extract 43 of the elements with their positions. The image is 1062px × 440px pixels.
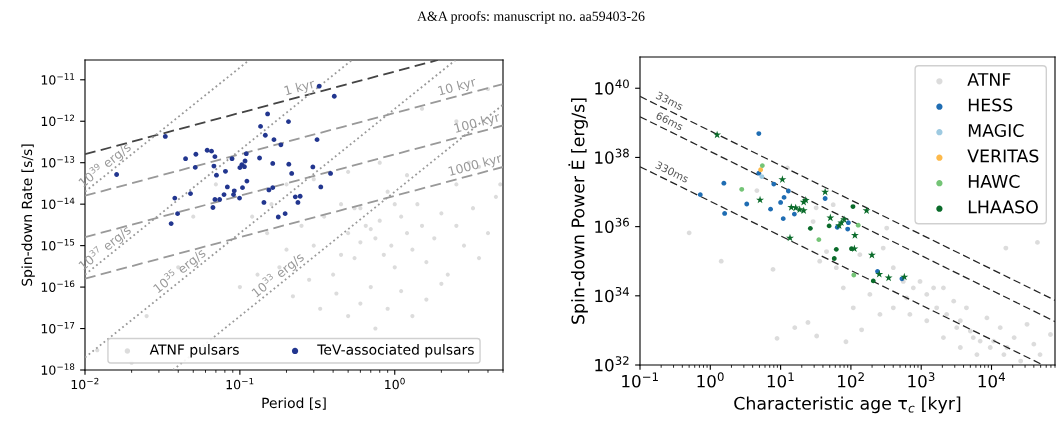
x-axis-title: Period [s] [262,397,326,410]
y-tick-label: 10$^{−16}$ [41,280,75,292]
y-tick-label: 10$^{−18}$ [41,363,75,375]
y-tick-label: 10$^{−11}$ [41,73,75,85]
x-tick-label: 10$^{−1}$ [622,372,658,388]
legend-label: ATNF pulsars [149,344,239,358]
y-tick-label: 10$^{−14}$ [41,197,75,209]
legend-label: TeV-associated pulsars [317,344,474,358]
annotation: 1 kyr [284,78,317,98]
annotation: 10$^{33}$ erg/s [249,250,307,300]
legend-label: HAWC [968,174,1020,188]
y-axis-title: Spin-down Power Ė [erg/s] [568,98,588,324]
y-tick-label: 10$^{38}$ [595,148,629,164]
annotation: 10$^{35}$ erg/s [151,246,208,296]
x-tick-label: 10$^{2}$ [838,372,864,388]
y-tick-label: 10$^{−13}$ [41,156,75,168]
y-axis-title: Spin-down Rate [s/s] [21,144,35,286]
legend-label: MAGIC [968,123,1024,138]
y-tick-label: 10$^{−12}$ [41,114,75,127]
x-tick-label: 10$^{0}$ [697,372,724,388]
y-tick-label: 10$^{−17}$ [41,322,75,334]
x-axis-title: Characteristic age τ$_{c}$ [kyr] [734,396,961,414]
y-tick-label: 10$^{32}$ [595,356,629,372]
x-tick-label: 10$^{3}$ [908,372,935,388]
annotation: 10 kyr [437,76,478,98]
annotation: 10$^{37}$ erg/s [76,223,134,273]
y-tick-label: 10$^{34}$ [595,286,629,303]
text: A&A proofs: manuscript no. aa59403-26 [417,11,645,24]
legend-label: HESS [968,98,1013,112]
annotation: 100 kyr [453,111,502,136]
legend-label: LHAASO [968,200,1038,214]
y-tick-label: 10$^{36}$ [595,217,629,234]
y-tick-label: 10$^{40}$ [595,79,629,95]
y-tick-label: 10$^{−15}$ [41,239,75,251]
x-tick-label: 10$^{0}$ [385,377,405,390]
x-tick-label: 10$^{−1}$ [226,377,254,390]
x-tick-label: 10$^{−2}$ [71,377,99,390]
annotation: 1000 kyr [448,152,504,179]
annotation: 10$^{39}$ erg/s [76,140,134,190]
x-tick-label: 10$^{1}$ [767,372,794,388]
legend-label: VERITAS [967,149,1039,163]
x-tick-label: 10$^{4}$ [978,372,1005,388]
legend-label: ATNF [967,73,1011,86]
